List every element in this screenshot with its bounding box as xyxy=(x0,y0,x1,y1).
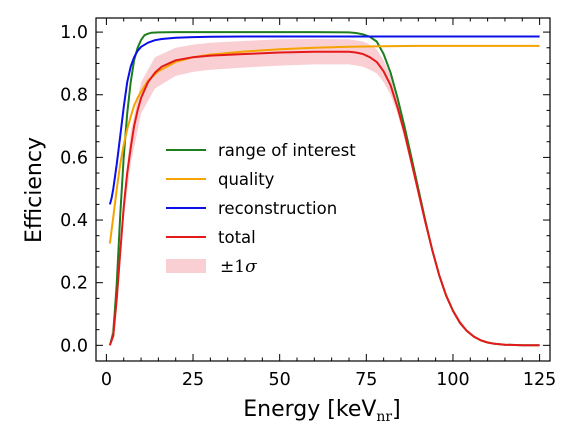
sigma-label-symbol: σ xyxy=(245,257,257,277)
series-line-reconstruction xyxy=(108,35,540,205)
x-tick-label: 0 xyxy=(101,370,112,390)
legend-label-total: total xyxy=(218,228,256,247)
x-tick-label: 50 xyxy=(269,370,291,390)
plot-frame xyxy=(95,17,551,362)
y-tick-label: 0.2 xyxy=(60,274,88,294)
y-tick-label: 0.8 xyxy=(60,86,88,106)
legend: range of interest quality reconstruction… xyxy=(166,141,356,277)
legend-label-range-of-interest: range of interest xyxy=(218,141,356,160)
band-layer xyxy=(109,39,540,346)
sigma-band xyxy=(109,39,540,346)
x-axis-label-main: Energy [keV xyxy=(243,397,376,422)
series-layer xyxy=(108,31,540,347)
series-line-quality xyxy=(108,44,540,244)
x-axis-label: Energy [keVnr] xyxy=(243,397,400,425)
y-tick-label: 0.6 xyxy=(60,148,88,168)
legend-label-reconstruction: reconstruction xyxy=(218,199,337,218)
legend-swatch-sigma-band xyxy=(166,259,206,273)
tick-layer: 0 25 50 75 100 125 0.0 0.2 0.4 0.6 0.8 1.0 xyxy=(60,18,556,390)
legend-label-quality: quality xyxy=(218,170,275,189)
series-line-total xyxy=(108,50,540,347)
x-axis-label-suffix: ] xyxy=(392,397,401,422)
y-tick-label: 0.0 xyxy=(60,336,88,356)
x-tick-label: 125 xyxy=(523,370,556,390)
y-tick-label: 1.0 xyxy=(60,23,88,43)
x-tick-label: 25 xyxy=(182,370,204,390)
y-axis-label: Efficiency xyxy=(22,137,47,243)
x-axis-label-subscript: nr xyxy=(376,409,392,425)
legend-label-sigma-band: ±1σ xyxy=(220,257,257,277)
y-tick-label: 0.4 xyxy=(60,211,88,231)
x-tick-label: 100 xyxy=(436,370,469,390)
sigma-label-prefix: ±1 xyxy=(220,257,245,277)
x-tick-label: 75 xyxy=(355,370,377,390)
